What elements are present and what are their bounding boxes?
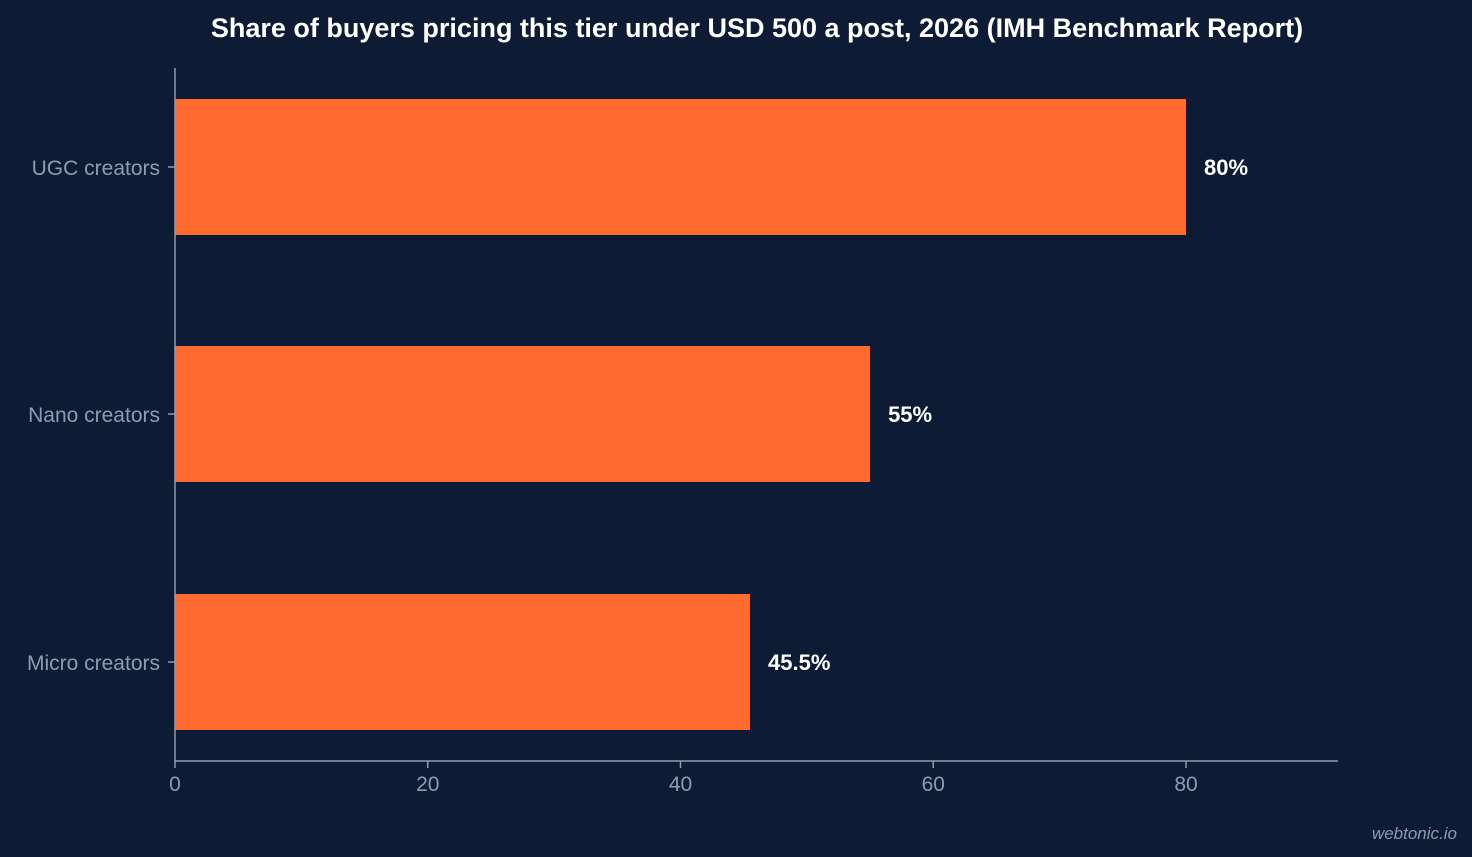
value-label-nano-creators: 55% xyxy=(888,402,932,427)
x-tick-label-80: 80 xyxy=(1174,773,1197,796)
category-label-ugc-creators: UGC creators xyxy=(32,157,160,180)
x-tick-label-60: 60 xyxy=(922,773,945,796)
bars-group xyxy=(175,99,1186,730)
value-labels-group: 80% 55% 45.5% xyxy=(768,155,1248,675)
chart-title: Share of buyers pricing this tier under … xyxy=(211,13,1303,43)
bar-micro-creators xyxy=(175,594,751,730)
category-label-micro-creators: Micro creators xyxy=(27,652,160,675)
x-tick-label-40: 40 xyxy=(669,773,692,796)
category-label-nano-creators: Nano creators xyxy=(28,404,160,427)
bar-ugc-creators xyxy=(175,99,1186,235)
x-tick-label-20: 20 xyxy=(416,773,439,796)
watermark: webtonic.io xyxy=(1372,824,1457,843)
bar-nano-creators xyxy=(175,346,871,482)
value-label-ugc-creators: 80% xyxy=(1204,155,1248,180)
x-axis-ticks-group: 0 20 40 60 80 xyxy=(169,761,1198,796)
category-labels-group: UGC creators Nano creators Micro creators xyxy=(27,157,175,675)
value-label-micro-creators: 45.5% xyxy=(768,650,830,675)
x-tick-label-0: 0 xyxy=(169,773,181,796)
